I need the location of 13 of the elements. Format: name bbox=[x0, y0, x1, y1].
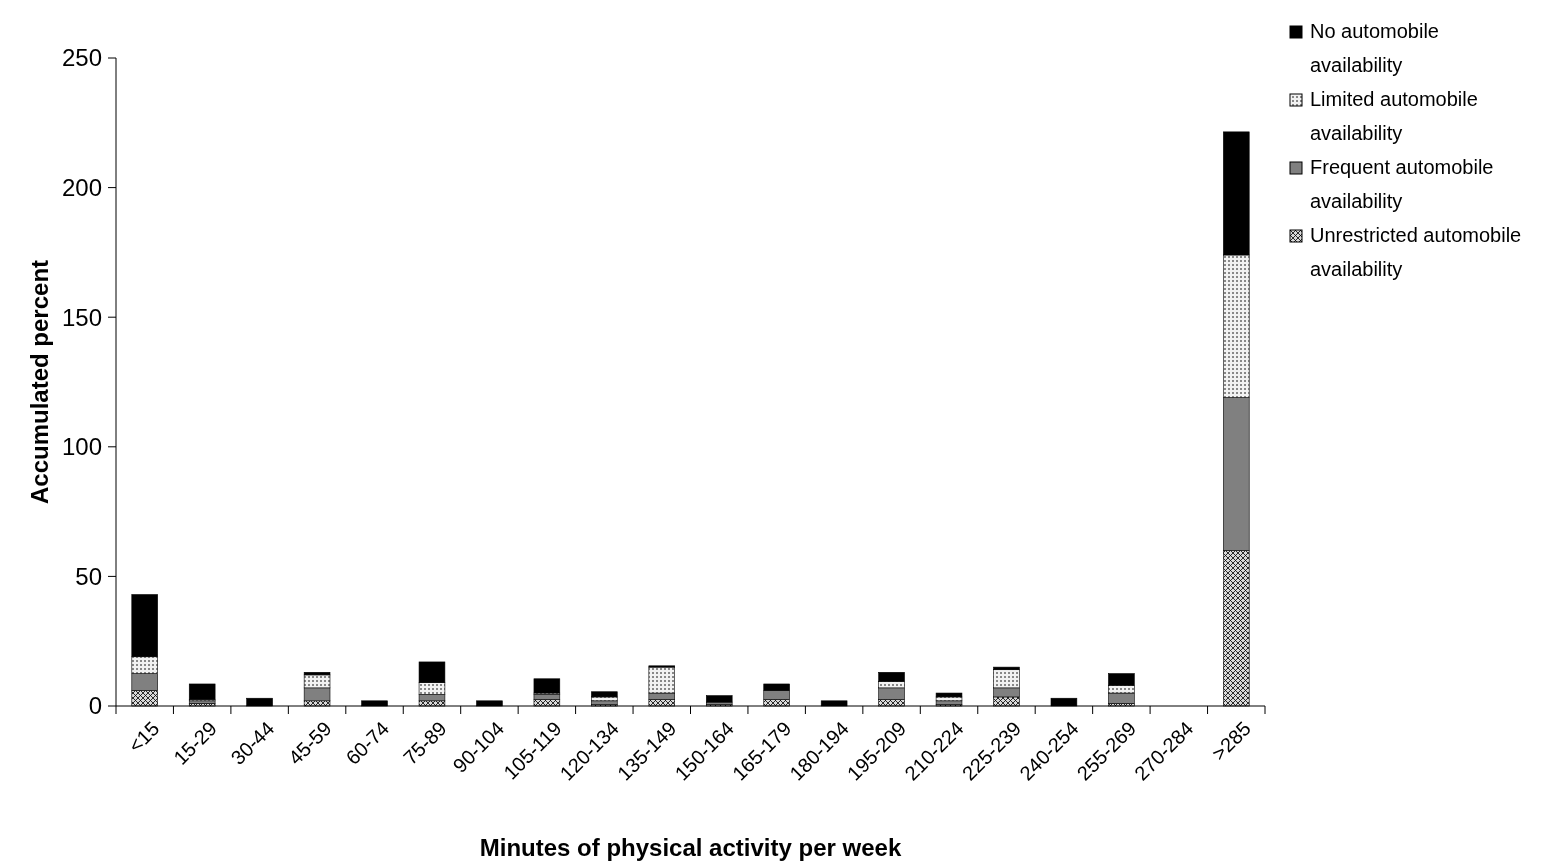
y-tick-label: 100 bbox=[61, 433, 102, 461]
y-axis-title: Accumulated percent bbox=[26, 259, 53, 505]
x-axis-title: Minutes of physical activity per week bbox=[479, 834, 902, 861]
legend-label: Frequent automobile availability bbox=[1310, 156, 1494, 212]
x-tick-label: <15 bbox=[123, 717, 164, 757]
legend-label: No automobile availability bbox=[1310, 20, 1439, 76]
y-tick-label: 150 bbox=[61, 303, 102, 331]
y-tick-label: 0 bbox=[88, 692, 102, 720]
y-tick-label: 50 bbox=[75, 562, 102, 590]
y-tick-label: 250 bbox=[61, 44, 102, 72]
legend-label: Limited automobile availability bbox=[1310, 88, 1478, 144]
y-tick-label: 200 bbox=[61, 174, 102, 201]
legend-label: Unrestricted automobile availability bbox=[1310, 224, 1522, 280]
